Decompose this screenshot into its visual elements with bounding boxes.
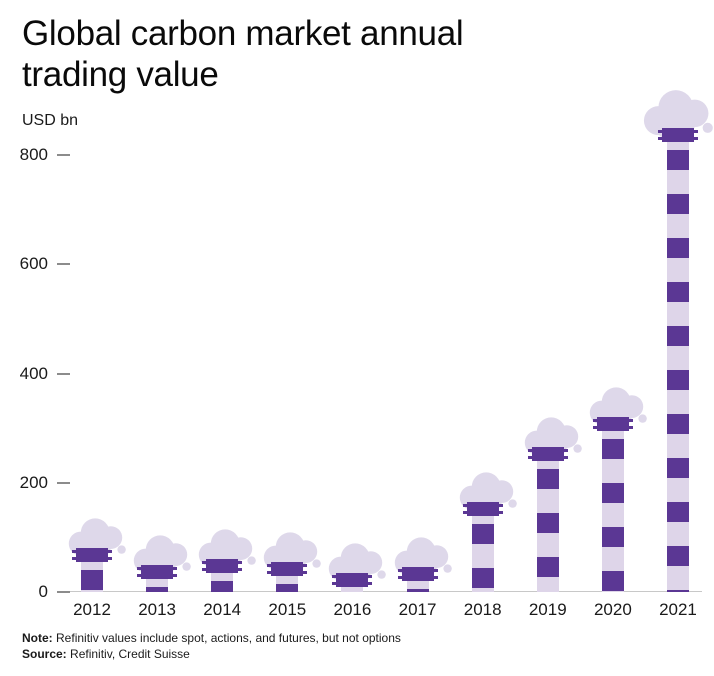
smokestack-bar: [267, 562, 308, 592]
y-tick-label: 800: [19, 145, 48, 164]
y-tick-label: 200: [19, 472, 48, 492]
smokestack-cap: [267, 562, 308, 576]
x-tick-label: 2021: [659, 600, 697, 619]
note-line: Note: Refinitiv values include spot, act…: [22, 631, 401, 647]
smokestack-bar: [592, 417, 633, 592]
smokestack-bar: [332, 573, 373, 592]
x-tick-label: 2017: [398, 600, 437, 619]
y-tick-mark: [57, 481, 70, 484]
smokestack-cap: [137, 565, 178, 579]
x-tick-label: 2012: [73, 600, 111, 619]
smokestack-bar: [527, 447, 568, 592]
x-tick-label: 2018: [463, 600, 502, 619]
smokestack-bar: [202, 559, 243, 592]
smokestack-cap: [462, 502, 503, 516]
chart-title-line2: trading value: [22, 54, 219, 94]
source-label: Source:: [22, 646, 67, 661]
x-axis-line: [62, 591, 702, 592]
smokestack-body: [81, 562, 103, 592]
smokestack-bar: [397, 567, 438, 592]
chart-title: Global carbon market annual trading value: [22, 14, 464, 96]
smokestack-cap: [527, 447, 568, 461]
smokestack-cap: [657, 128, 698, 142]
smoke-cloud-icon: [68, 518, 126, 558]
y-tick-label: 0: [38, 582, 48, 601]
smokestack-cap: [72, 548, 112, 562]
smokestack-bar: [72, 548, 112, 592]
y-tick-label: 600: [19, 254, 48, 274]
x-tick-label: 2014: [203, 600, 242, 619]
smokestack-body: [341, 587, 364, 592]
y-tick-mark: [57, 263, 70, 266]
smokestack-bar: [137, 565, 178, 592]
y-tick-label: 400: [19, 363, 48, 383]
axis-unit-label: USD bn: [22, 112, 79, 129]
smokestack-cap: [332, 573, 373, 587]
x-tick-label: 2015: [268, 600, 307, 619]
y-tick-mark: [57, 372, 70, 375]
x-tick-label: 2016: [333, 600, 372, 619]
smoke-cloud-icon: [643, 90, 713, 138]
x-tick-label: 2013: [138, 600, 177, 619]
note-text: Refinitiv values include spot, actions, …: [56, 631, 401, 645]
smokestack-body: [276, 576, 299, 592]
x-tick-label: 2019: [528, 600, 567, 619]
smokestack-body: [406, 581, 429, 592]
smokestack-body: [211, 573, 234, 592]
source-line: Source: Refinitiv, Credit Suisse: [22, 647, 401, 663]
smokestack-body: [666, 142, 689, 592]
smokestack-body: [601, 431, 624, 592]
smokestack-body: [146, 579, 169, 592]
smokestack-bar: [462, 502, 503, 592]
smokestack-cap: [592, 417, 633, 431]
y-tick-mark: [57, 591, 70, 593]
footnote: Note: Refinitiv values include spot, act…: [22, 631, 401, 662]
smokestack-body: [536, 461, 559, 592]
smokestack-body: [471, 516, 494, 592]
chart-title-line1: Global carbon market annual: [22, 14, 464, 53]
source-text: Refinitiv, Credit Suisse: [70, 646, 190, 661]
y-tick-mark: [57, 154, 70, 156]
x-tick-label: 2020: [593, 600, 632, 619]
smokestack-cap: [397, 567, 438, 581]
smokestack-bar: [657, 128, 698, 592]
smokestack-cap: [202, 559, 243, 573]
note-label: Note:: [22, 631, 53, 645]
